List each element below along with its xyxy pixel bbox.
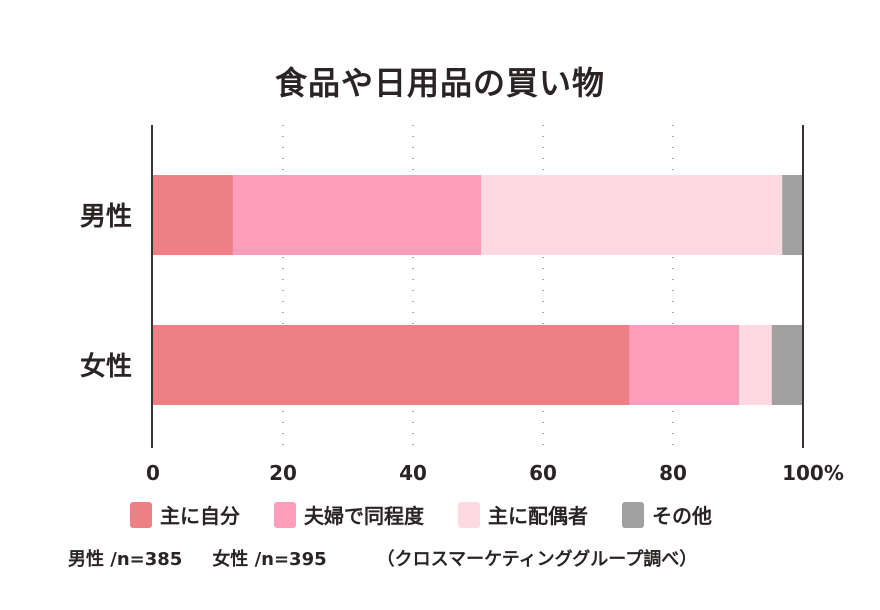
- footnote: 男性 /n=385 女性 /n=395 （クロスマーケティンググループ調べ）: [68, 545, 697, 571]
- x-tick-label: 0: [146, 461, 160, 485]
- sample-female: 女性 /n=395: [212, 549, 327, 570]
- legend-item: 主に自分: [130, 500, 240, 529]
- bar-segment: [782, 175, 803, 255]
- legend-label: 夫婦で同程度: [304, 504, 424, 528]
- legend-swatch: [274, 501, 296, 528]
- bar-segment: [153, 325, 630, 405]
- legend-item: その他: [622, 500, 712, 529]
- bar-segment: [481, 175, 783, 255]
- category-label: 男性: [80, 202, 132, 232]
- legend-swatch: [458, 501, 480, 528]
- bar-segment: [771, 325, 803, 405]
- bar-segment: [153, 175, 233, 255]
- x-tick-label: 40: [399, 461, 427, 485]
- legend-item: 夫婦で同程度: [274, 500, 424, 529]
- x-tick-label: 100%: [782, 461, 844, 485]
- source-note: （クロスマーケティンググループ調べ）: [376, 549, 698, 570]
- sample-male: 男性 /n=385: [68, 549, 183, 570]
- bar-segment: [739, 325, 772, 405]
- legend: 主に自分 夫婦で同程度 主に配偶者 その他: [130, 500, 712, 529]
- x-tick-label: 20: [269, 461, 297, 485]
- legend-label: 主に自分: [160, 504, 240, 528]
- legend-label: その他: [652, 504, 712, 528]
- legend-label: 主に配偶者: [488, 504, 588, 528]
- category-label: 女性: [80, 351, 132, 382]
- legend-swatch: [622, 501, 644, 528]
- bar-segment: [629, 325, 740, 405]
- chart-title: 食品や日用品の買い物: [274, 64, 605, 102]
- bar-segment: [232, 175, 482, 255]
- legend-item: 主に配偶者: [458, 500, 588, 529]
- x-tick-label: 60: [529, 461, 557, 485]
- x-tick-label: 80: [659, 461, 687, 485]
- legend-swatch: [130, 501, 152, 528]
